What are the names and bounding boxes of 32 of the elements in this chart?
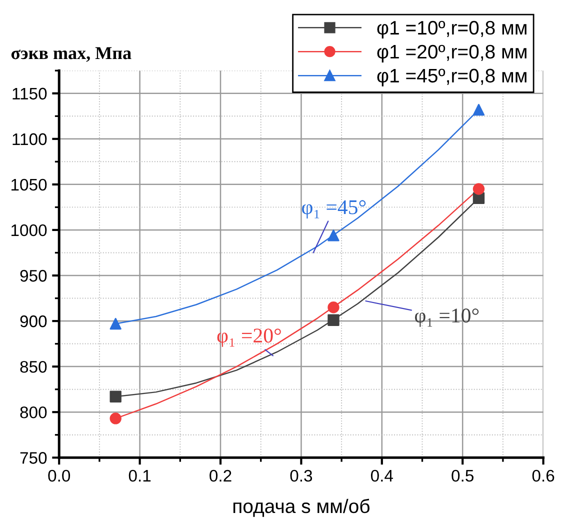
y-tick-label: 800 — [20, 406, 47, 418]
y-tick-label: 1050 — [12, 178, 47, 191]
annotation: φ₁ =20° — [217, 328, 281, 347]
y-tick-label: 750 — [20, 452, 47, 464]
y-tick-label: 1100 — [12, 133, 47, 146]
x-tick-label: 0.5 — [452, 470, 474, 482]
annotation: φ₁ =45° — [302, 200, 366, 218]
y-tick-label: 900 — [20, 315, 47, 328]
x-tick-label: 0.0 — [48, 470, 70, 482]
legend-label: φ1 =20º,r=0,8 мм — [377, 44, 526, 62]
point — [110, 390, 122, 402]
legend-label: φ1 =10º,r=0,8 мм — [377, 20, 526, 38]
annotation: φ₁ =10° — [414, 308, 479, 327]
y-tick-label: 950 — [20, 270, 47, 282]
x-axis-title: подача s мм/об — [233, 498, 370, 517]
x-tick-label: 0.1 — [128, 470, 151, 482]
y-axis-title: σэкв max, Мпа — [11, 47, 132, 62]
legend-label: φ1 =45º,r=0,8 мм — [377, 68, 526, 86]
y-tick-label: 850 — [20, 360, 47, 373]
point — [110, 412, 122, 424]
x-tick-label: 0.2 — [210, 470, 232, 482]
point — [328, 230, 340, 242]
x-tick-label: 0.4 — [370, 470, 393, 482]
x-tick-label: 0.6 — [532, 470, 554, 482]
point — [110, 318, 122, 330]
point — [328, 314, 340, 326]
point — [472, 104, 485, 116]
x-tick-label: 0.3 — [290, 470, 312, 482]
point — [328, 302, 340, 314]
y-tick-label: 1150 — [12, 88, 47, 100]
y-tick-label: 1000 — [12, 224, 47, 236]
point — [472, 183, 485, 195]
